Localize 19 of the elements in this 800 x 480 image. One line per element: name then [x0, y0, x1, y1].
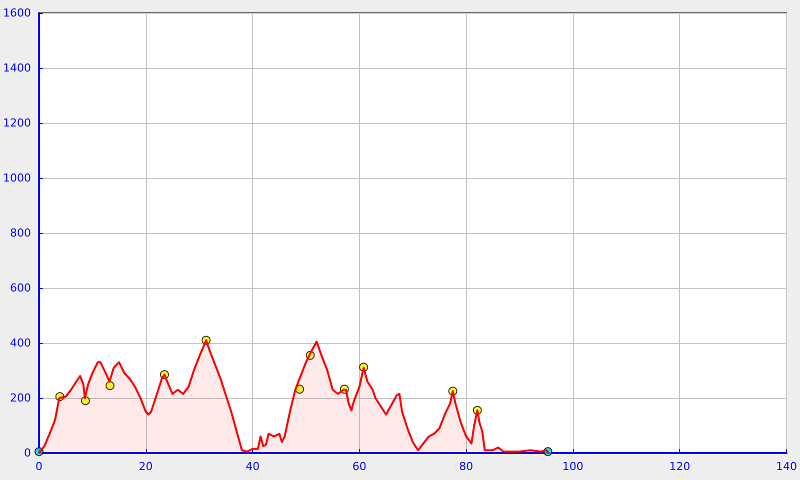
- x-tick-label: 40: [246, 460, 260, 473]
- x-tick-label: 60: [352, 460, 366, 473]
- y-tick-label: 800: [10, 226, 31, 240]
- x-tick-label: 120: [669, 460, 690, 473]
- x-tick-label: 100: [562, 460, 584, 473]
- x-tick-label: 20: [138, 460, 153, 473]
- y-tick-label: 400: [10, 336, 31, 350]
- y-tick-label: 600: [10, 282, 31, 294]
- y-tick-label: 200: [10, 392, 31, 404]
- y-tick-label: 1200: [3, 116, 31, 130]
- y-tick-label: 1600: [3, 6, 31, 20]
- x-tick-label: 80: [459, 460, 474, 473]
- y-tick-label: 1400: [3, 62, 31, 74]
- x-tick-label: 140: [776, 460, 797, 473]
- point: [80, 396, 90, 406]
- y-tick-label: 1000: [3, 172, 31, 184]
- y-tick-label: 0: [24, 446, 31, 460]
- x-tick-label: 0: [36, 460, 42, 473]
- point: [106, 381, 115, 390]
